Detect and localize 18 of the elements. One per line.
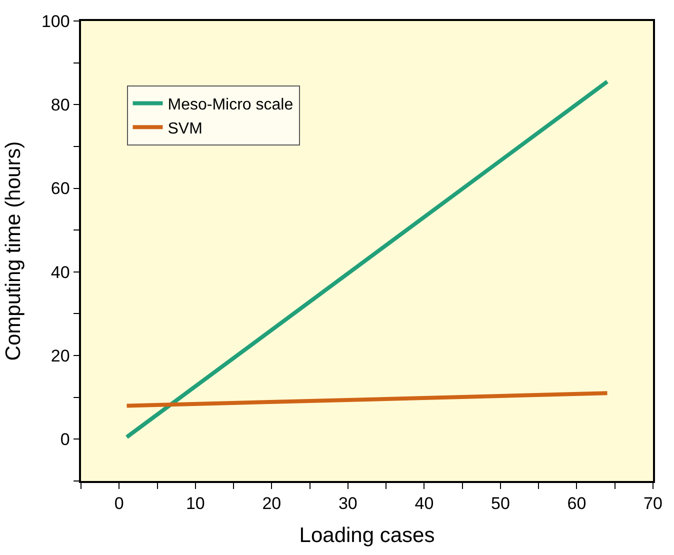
x-tick-label: 60 xyxy=(567,494,586,514)
x-tick-label: 50 xyxy=(491,494,510,514)
y-tick-label: 60 xyxy=(50,179,70,198)
y-tick-label: 40 xyxy=(50,262,70,282)
y-tick-label: 0 xyxy=(60,430,70,450)
x-tick-label: 0 xyxy=(114,494,124,514)
y-tick-label: 20 xyxy=(50,346,70,366)
y-tick-label: 100 xyxy=(41,12,70,31)
x-tick-label: 30 xyxy=(338,494,358,514)
x-tick-label: 20 xyxy=(262,494,282,514)
legend-label: Meso-Micro scale xyxy=(168,96,294,114)
y-tick-label: 80 xyxy=(50,96,70,115)
x-axis-title: Loading cases xyxy=(299,524,435,547)
x-tick-label: 70 xyxy=(644,494,662,514)
x-tick-label: 40 xyxy=(414,494,434,514)
legend-label: SVM xyxy=(168,120,202,138)
y-axis-title: Computing time (hours) xyxy=(2,141,26,361)
x-tick-label: 10 xyxy=(186,494,205,514)
